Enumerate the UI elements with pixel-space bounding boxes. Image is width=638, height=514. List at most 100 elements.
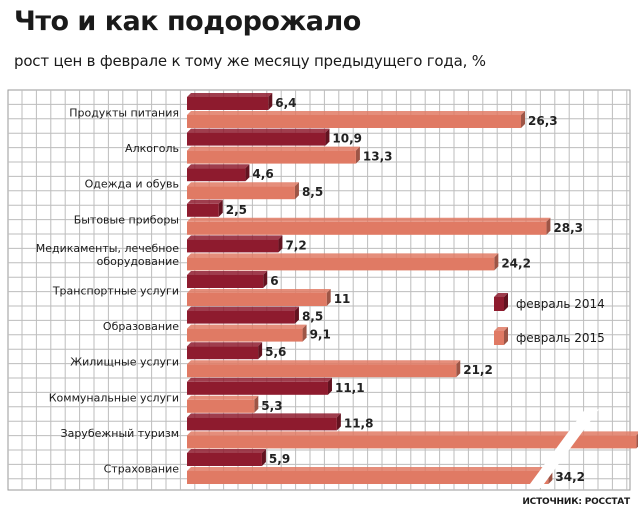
bar-2014-top: [187, 342, 263, 347]
bar-2015-front: [187, 328, 303, 342]
legend-swatch-side: [504, 327, 508, 345]
legend-swatch-top: [494, 327, 508, 331]
data-label-2015: 26,3: [528, 114, 558, 128]
bar-2015: [187, 253, 499, 271]
data-label-2014: 6,4: [275, 96, 296, 110]
bar-2014-front: [187, 275, 264, 288]
bar-2014-front: [187, 97, 269, 110]
category-label: Коммунальные услуги: [49, 391, 179, 404]
bar-2014: [187, 199, 223, 217]
category-label-line: Страхование: [104, 463, 180, 476]
bar-2014-top: [187, 128, 330, 133]
bar-2015-side: [494, 253, 499, 271]
bar-2015-top: [187, 360, 461, 365]
legend-label: февраль 2015: [516, 331, 605, 345]
data-label-2015: 24,2: [501, 256, 531, 270]
category-label: Жилищные услуги: [70, 356, 179, 369]
data-label-2014: 7,2: [285, 238, 306, 252]
bar-2015: [187, 217, 551, 235]
bar-2014-side: [218, 199, 223, 217]
data-label-2014: 5,9: [269, 452, 290, 466]
bar-2015-top: [187, 253, 499, 258]
bar-2015-top: [187, 217, 551, 222]
category-label-line: Бытовые приборы: [74, 213, 179, 226]
data-label-2014: 10,9: [332, 132, 362, 146]
bar-2014-top: [187, 164, 250, 169]
category-label-line: Медикаменты, лечебное: [36, 242, 180, 255]
data-label-2014: 2,5: [226, 203, 247, 217]
bar-2014-front: [187, 132, 326, 146]
bar-2015-front: [187, 115, 522, 128]
bar-2015-top: [187, 395, 259, 400]
bar-2015-side: [355, 146, 360, 164]
bar-2015-front: [187, 364, 457, 378]
bar-2014-front: [187, 239, 279, 253]
bar-2015: [187, 360, 461, 378]
bar-2014-top: [187, 235, 283, 240]
bar-2014: [187, 342, 263, 360]
bar-2015-top: [187, 289, 331, 293]
bar-2014-side: [327, 377, 332, 395]
legend-swatch: [494, 331, 504, 345]
bar-2015-side: [326, 289, 331, 306]
bar-2014: [187, 306, 299, 324]
bar-2015-top: [187, 111, 526, 115]
category-labels: Продукты питания Алкоголь Одежда и обувь Бы…: [36, 107, 180, 476]
bar-2014-front: [187, 346, 259, 360]
bar-2014-front: [187, 381, 328, 395]
bar-2014: [187, 164, 250, 182]
bar-2015-side: [521, 111, 526, 128]
bar-2015-front: [187, 399, 255, 413]
category-label: Образование: [103, 320, 179, 333]
data-label-2014: 5,6: [265, 345, 286, 359]
bar-2015: [187, 467, 553, 484]
bar-2014-top: [187, 93, 273, 97]
category-label: Страхование: [104, 463, 180, 476]
data-label-2014: 8,5: [302, 310, 323, 324]
bar-2014-side: [325, 128, 330, 146]
category-label: Бытовые приборы: [74, 213, 179, 226]
category-label-line: Образование: [103, 320, 179, 333]
data-label-2015: 8,5: [302, 185, 323, 199]
data-label-2015: 9,1: [310, 328, 331, 342]
bar-2014-side: [258, 342, 263, 360]
bar-2014-front: [187, 310, 295, 324]
bar-2014-front: [187, 453, 262, 466]
bar-2014-top: [187, 377, 332, 382]
legend-swatch-side: [504, 293, 508, 311]
category-label-line: Транспортные услуги: [52, 285, 179, 298]
bar-2015-side: [254, 395, 259, 413]
legend-item: февраль 2014: [494, 293, 605, 311]
legend-swatch: [494, 297, 504, 311]
bar-2014-top: [187, 199, 223, 204]
data-label-2015: 34,2: [555, 470, 585, 484]
bar-2015-front: [187, 150, 356, 164]
data-label-2014: 4,6: [252, 167, 273, 181]
category-label-line: оборудование: [97, 255, 180, 268]
bars: 6,4 26,3 10,913,3 4,6 8,5 2,5 28,3 7,2 24,2 6 11 8,…: [187, 93, 638, 488]
chart-title: Что и как подорожало: [14, 6, 361, 37]
bar-2014: [187, 449, 266, 466]
bar-2014-side: [261, 449, 266, 466]
category-label: Медикаменты, лечебное оборудование: [36, 242, 180, 268]
category-label: Транспортные услуги: [52, 285, 179, 298]
bar-2015-front: [187, 186, 295, 200]
bar-2014-front: [187, 417, 337, 431]
category-label-line: Алкоголь: [125, 142, 179, 155]
bar-2014-side: [294, 306, 299, 324]
data-label-2014: 11,8: [344, 416, 374, 430]
legend-item: февраль 2015: [494, 327, 605, 345]
legend: февраль 2014 февраль 2015: [494, 293, 605, 345]
bar-2014-top: [187, 413, 341, 418]
bar-2015: [187, 182, 299, 200]
data-label-2015: 11: [334, 292, 351, 306]
bar-2015: [187, 395, 259, 413]
category-label-line: Коммунальные услуги: [49, 391, 179, 404]
bar-2014-side: [263, 271, 268, 288]
axis-break-mark: [527, 409, 599, 488]
bar-2015-side: [294, 182, 299, 200]
bar-2015: [187, 289, 331, 306]
category-label-line: Зарубежный туризм: [61, 427, 179, 440]
bar-2014-side: [278, 235, 283, 253]
